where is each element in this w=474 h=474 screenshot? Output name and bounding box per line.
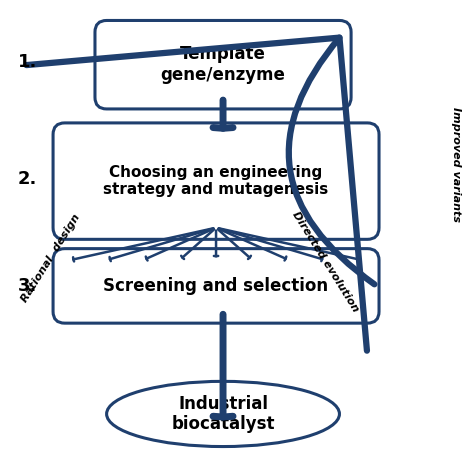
Text: Rational  design: Rational design	[19, 212, 82, 304]
FancyBboxPatch shape	[95, 20, 351, 109]
FancyBboxPatch shape	[53, 123, 379, 239]
Ellipse shape	[107, 382, 339, 447]
Text: Improved variants: Improved variants	[451, 107, 461, 222]
Text: 3.: 3.	[18, 277, 37, 295]
Text: Industrial
biocatalyst: Industrial biocatalyst	[171, 394, 275, 433]
FancyArrowPatch shape	[27, 37, 374, 351]
Text: Choosing an engineering
strategy and mutagenesis: Choosing an engineering strategy and mut…	[103, 165, 328, 197]
Text: 1.: 1.	[18, 54, 37, 72]
Text: Directed evolution: Directed evolution	[291, 210, 361, 314]
Text: Screening and selection: Screening and selection	[103, 277, 328, 295]
Text: Template
gene/enzyme: Template gene/enzyme	[161, 46, 285, 84]
FancyBboxPatch shape	[53, 249, 379, 323]
Text: 2.: 2.	[18, 170, 37, 188]
